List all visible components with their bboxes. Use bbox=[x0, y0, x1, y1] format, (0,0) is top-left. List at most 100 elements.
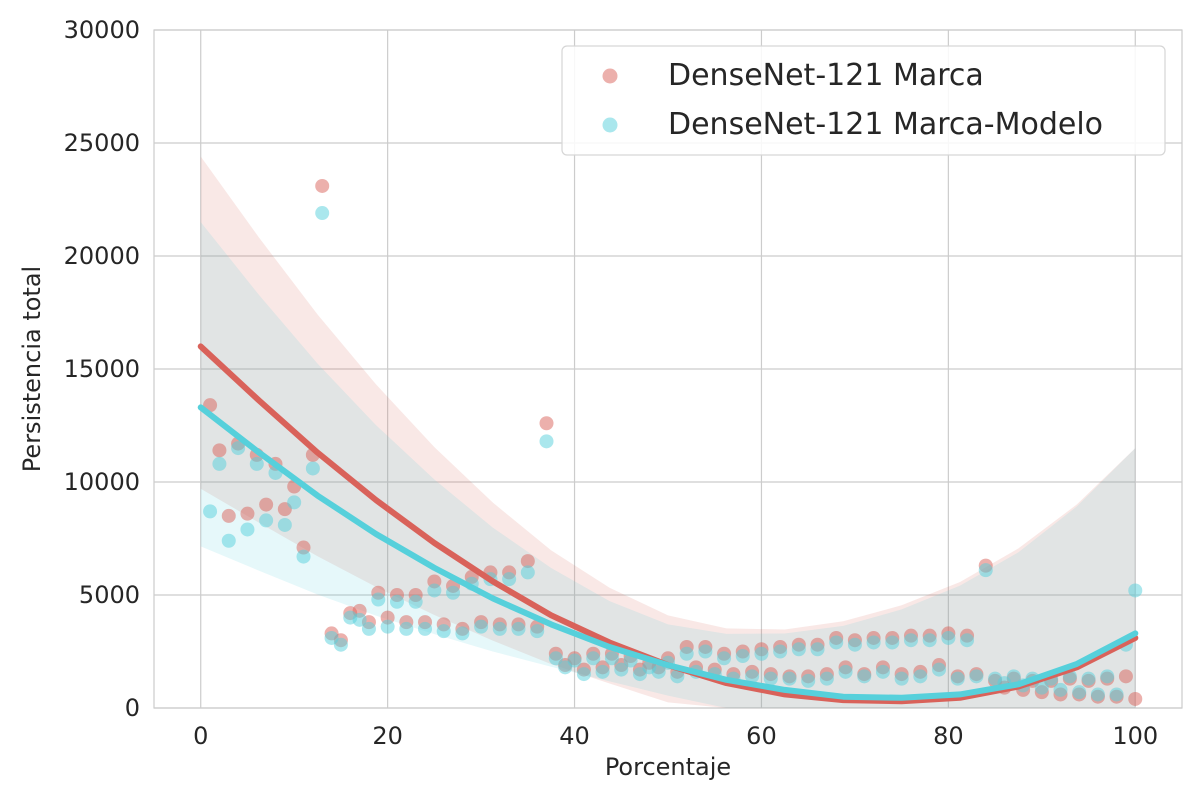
point-marca-modelo bbox=[941, 630, 956, 645]
point-marca-modelo bbox=[754, 646, 769, 661]
point-marca-modelo bbox=[315, 206, 330, 221]
legend: DenseNet-121 Marca DenseNet-121 Marca-Mo… bbox=[561, 45, 1166, 156]
point-marca-modelo bbox=[810, 642, 825, 657]
point-marca-modelo bbox=[847, 637, 862, 652]
point-marca bbox=[1128, 691, 1143, 706]
point-marca-modelo bbox=[455, 626, 470, 641]
point-marca-modelo bbox=[212, 456, 227, 471]
point-marca-modelo bbox=[1128, 583, 1143, 598]
point-marca-modelo bbox=[408, 594, 423, 609]
point-marca-modelo bbox=[277, 517, 292, 532]
point-marca-modelo bbox=[614, 662, 629, 677]
point-marca-modelo bbox=[801, 673, 816, 688]
point-marca-modelo bbox=[427, 583, 442, 598]
trend-line-marca-modelo bbox=[197, 404, 1139, 701]
point-marca-modelo bbox=[305, 461, 320, 476]
legend-box bbox=[561, 45, 1166, 156]
point-marca-modelo bbox=[203, 504, 218, 519]
point-marca-modelo bbox=[548, 651, 563, 666]
y-tick-label: 15000 bbox=[64, 355, 140, 383]
point-marca-modelo bbox=[576, 667, 591, 682]
y-tick-label: 20000 bbox=[64, 242, 140, 270]
point-marca-modelo bbox=[399, 621, 414, 636]
point-marca-modelo bbox=[249, 456, 264, 471]
point-marca-modelo bbox=[698, 644, 713, 659]
x-tick-label: 80 bbox=[933, 722, 964, 750]
x-axis-label: Porcentaje bbox=[605, 753, 731, 781]
point-marca-modelo bbox=[866, 635, 881, 650]
point-marca-modelo bbox=[913, 669, 928, 684]
point-marca-modelo bbox=[763, 671, 778, 686]
y-tick-label: 30000 bbox=[64, 16, 140, 44]
point-marca-modelo bbox=[1006, 669, 1021, 684]
legend-label-marca-modelo: DenseNet-121 Marca-Modelo bbox=[668, 107, 1103, 142]
point-marca-modelo bbox=[539, 434, 554, 449]
point-marca bbox=[1118, 669, 1133, 684]
tick-labels: 0 20 40 60 80 100 0 5000 10000 15000 20000 25000 300… bbox=[64, 16, 1159, 750]
trend-lines bbox=[197, 343, 1139, 705]
point-marca bbox=[315, 178, 330, 193]
point-marca-modelo bbox=[418, 621, 433, 636]
point-marca-modelo bbox=[1100, 669, 1115, 684]
x-tick-label: 0 bbox=[193, 722, 208, 750]
x-tick-label: 40 bbox=[559, 722, 590, 750]
point-marca-modelo bbox=[296, 549, 311, 564]
point-marca-modelo bbox=[530, 624, 545, 639]
point-marca-modelo bbox=[679, 646, 694, 661]
point-marca-modelo bbox=[838, 664, 853, 679]
point-marca-modelo bbox=[567, 653, 582, 668]
point-marca-modelo bbox=[903, 633, 918, 648]
point-marca-modelo bbox=[586, 651, 601, 666]
point-marca-modelo bbox=[717, 651, 732, 666]
point-marca-modelo bbox=[1109, 687, 1124, 702]
point-marca bbox=[221, 508, 236, 523]
legend-label-marca: DenseNet-121 Marca bbox=[668, 58, 984, 93]
point-marca-modelo bbox=[380, 619, 395, 634]
legend-marker-marca bbox=[602, 68, 618, 84]
point-marca-modelo bbox=[922, 633, 937, 648]
point-marca-modelo bbox=[511, 621, 526, 636]
point-marca-modelo bbox=[670, 669, 685, 684]
point-marca-modelo bbox=[1034, 680, 1049, 695]
point-marca-modelo bbox=[520, 565, 535, 580]
scatter-points bbox=[203, 178, 1143, 706]
y-tick-label: 10000 bbox=[64, 468, 140, 496]
point-marca-modelo bbox=[595, 664, 610, 679]
point-marca-modelo bbox=[894, 671, 909, 686]
point-marca-modelo bbox=[221, 533, 236, 548]
legend-marker-marca-modelo bbox=[602, 117, 618, 133]
point-marca-modelo bbox=[259, 513, 274, 528]
y-tick-label: 5000 bbox=[79, 581, 140, 609]
point-marca-modelo bbox=[287, 495, 302, 510]
point-marca-modelo bbox=[978, 563, 993, 578]
point-marca-modelo bbox=[960, 633, 975, 648]
point-marca-modelo bbox=[604, 651, 619, 666]
point-marca-modelo bbox=[950, 671, 965, 686]
point-marca-modelo bbox=[371, 592, 386, 607]
x-tick-label: 20 bbox=[372, 722, 403, 750]
point-marca-modelo bbox=[651, 664, 666, 679]
point-marca-modelo bbox=[492, 621, 507, 636]
point-marca-modelo bbox=[735, 649, 750, 664]
point-marca-modelo bbox=[231, 441, 246, 456]
y-tick-label: 0 bbox=[125, 694, 140, 722]
point-marca-modelo bbox=[474, 619, 489, 634]
point-marca-modelo bbox=[773, 644, 788, 659]
point-marca-modelo bbox=[389, 594, 404, 609]
point-marca-modelo bbox=[502, 572, 517, 587]
y-tick-label: 25000 bbox=[64, 129, 140, 157]
x-tick-label: 60 bbox=[746, 722, 777, 750]
point-marca-modelo bbox=[791, 642, 806, 657]
point-marca-modelo bbox=[885, 635, 900, 650]
point-marca-modelo bbox=[857, 669, 872, 684]
point-marca bbox=[259, 497, 274, 512]
point-marca-modelo bbox=[1072, 685, 1087, 700]
point-marca bbox=[240, 506, 255, 521]
point-marca-modelo bbox=[361, 621, 376, 636]
point-marca-modelo bbox=[446, 585, 461, 600]
point-marca-modelo bbox=[240, 522, 255, 537]
y-axis-label: Persistencia total bbox=[18, 266, 46, 472]
point-marca-modelo bbox=[333, 637, 348, 652]
point-marca-modelo bbox=[969, 669, 984, 684]
